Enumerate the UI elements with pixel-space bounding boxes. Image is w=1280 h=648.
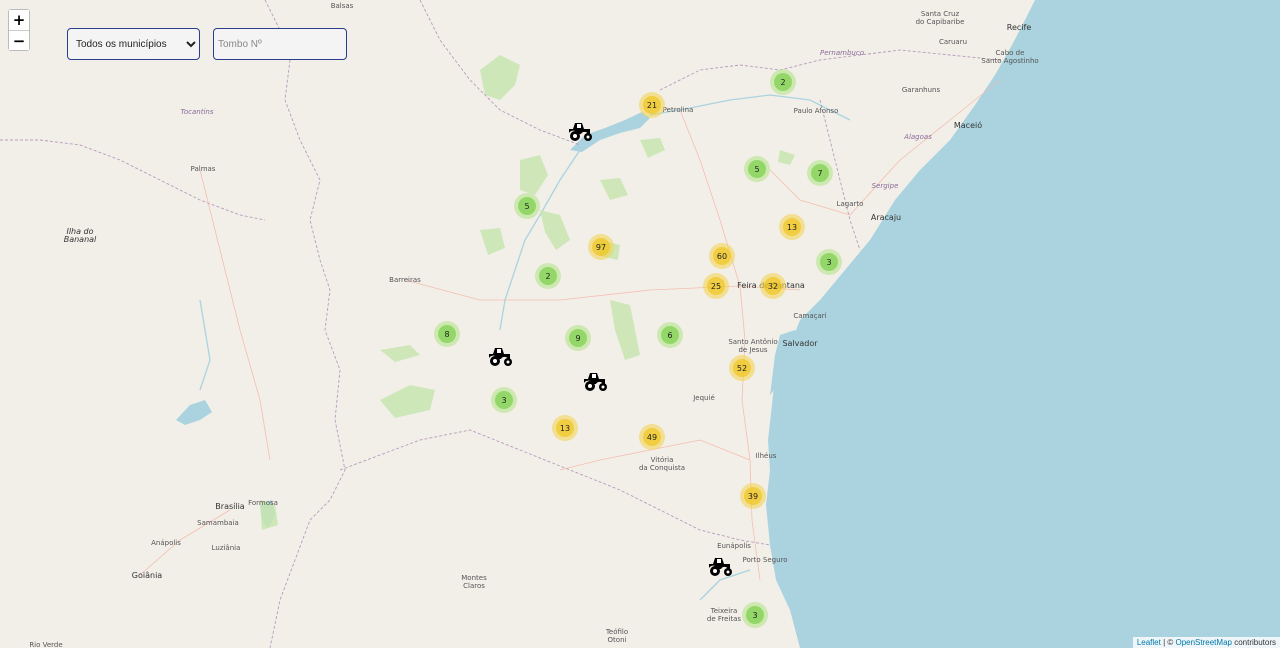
place-label: Salvador [782,339,818,348]
marker-cluster[interactable]: 25 [703,273,729,299]
place-label: Lagarto [836,200,864,208]
cluster-count: 5 [748,160,766,178]
cluster-count: 2 [539,267,557,285]
tombo-input[interactable] [213,28,347,60]
place-label: Rio Verde [29,641,63,648]
zoom-control: + − [8,9,30,51]
marker-cluster[interactable]: 49 [639,424,665,450]
cluster-count: 25 [707,277,725,295]
marker-cluster[interactable]: 3 [742,602,768,628]
place-label: Brasília [215,502,245,511]
place-label: Ilha do Bananal [63,227,97,244]
tractor-icon[interactable] [709,555,735,577]
place-label: Vitória da Conquista [638,456,686,472]
marker-cluster[interactable]: 7 [807,160,833,186]
cluster-count: 6 [661,326,679,344]
marker-cluster[interactable]: 6 [657,322,683,348]
place-label: Samambaia [197,519,239,527]
place-label: Camaçari [793,312,827,320]
place-label: Cabo de Santo Agostinho [981,49,1039,65]
place-label: Tocantins [180,108,214,116]
place-label: Teófilo Otoni [605,628,629,644]
place-label: Garanhuns [901,86,941,94]
place-label: Jequié [693,394,715,402]
tractor-icon[interactable] [489,345,515,367]
cluster-count: 39 [744,487,762,505]
cluster-count: 5 [518,197,536,215]
marker-cluster[interactable]: 97 [588,234,614,260]
marker-cluster[interactable]: 2 [770,69,796,95]
municipio-select[interactable]: Todos os municípios [67,28,200,60]
cluster-count: 32 [764,277,782,295]
place-label: Maceió [953,121,983,130]
cluster-count: 9 [569,329,587,347]
cluster-count: 13 [783,218,801,236]
cluster-count: 49 [643,428,661,446]
place-label: Porto Seguro [742,556,788,564]
marker-cluster[interactable]: 13 [552,415,578,441]
place-label: Petrolina [662,106,694,114]
place-label: Montes Claros [461,574,487,590]
marker-cluster[interactable]: 52 [729,355,755,381]
place-label: Luziânia [211,544,241,552]
place-label: Balsas [330,2,354,10]
cluster-count: 21 [643,96,661,114]
marker-cluster[interactable]: 3 [816,249,842,275]
cluster-count: 97 [592,238,610,256]
marker-cluster[interactable]: 21 [639,92,665,118]
tractor-icon[interactable] [584,370,610,392]
leaflet-link[interactable]: Leaflet [1136,638,1161,647]
map-attribution: Leaflet | © OpenStreetMap contributors [1132,637,1280,648]
marker-cluster[interactable]: 5 [744,156,770,182]
marker-cluster[interactable]: 2 [535,263,561,289]
cluster-count: 60 [713,247,731,265]
place-label: Recife [1006,23,1032,32]
atlantic-ocean [766,0,1280,648]
marker-cluster[interactable]: 3 [491,387,517,413]
cluster-count: 13 [556,419,574,437]
cluster-count: 3 [746,606,764,624]
marker-cluster[interactable]: 39 [740,483,766,509]
place-label: Ilhéus [755,452,777,460]
place-label: Santa Cruz do Capibaribe [915,10,965,26]
cluster-count: 3 [820,253,838,271]
place-label: Sergipe [871,182,899,190]
place-label: Eunápolis [717,542,751,550]
marker-cluster[interactable]: 13 [779,214,805,240]
place-label: Barreiras [389,276,421,284]
place-label: Santo Antônio de Jesus [728,338,778,354]
cluster-count: 3 [495,391,513,409]
place-label: Aracaju [870,213,902,222]
place-label: Teixeira de Freitas [706,607,742,623]
zoom-in-button[interactable]: + [9,10,29,30]
cluster-count: 7 [811,164,829,182]
cluster-count: 2 [774,73,792,91]
zoom-out-button[interactable]: − [9,30,29,50]
place-label: Paulo Afonso [793,107,839,115]
place-label: Palmas [190,165,216,173]
place-label: Goiânia [131,571,163,580]
cluster-count: 8 [438,325,456,343]
sobradinho-lake [570,112,650,152]
osm-link[interactable]: OpenStreetMap [1175,638,1232,647]
marker-cluster[interactable]: 32 [760,273,786,299]
place-label: Formosa [248,499,278,507]
marker-cluster[interactable]: 5 [514,193,540,219]
attribution-separator: | © [1160,638,1176,647]
place-label: Caruaru [938,38,968,46]
marker-cluster[interactable]: 9 [565,325,591,351]
marker-cluster[interactable]: 8 [434,321,460,347]
place-label: Pernambuco [820,49,864,57]
attribution-suffix: contributors [1231,638,1276,647]
place-label: Alagoas [904,133,932,141]
place-label: Anápolis [151,539,181,547]
tractor-icon[interactable] [569,120,595,142]
cluster-count: 52 [733,359,751,377]
marker-cluster[interactable]: 60 [709,243,735,269]
